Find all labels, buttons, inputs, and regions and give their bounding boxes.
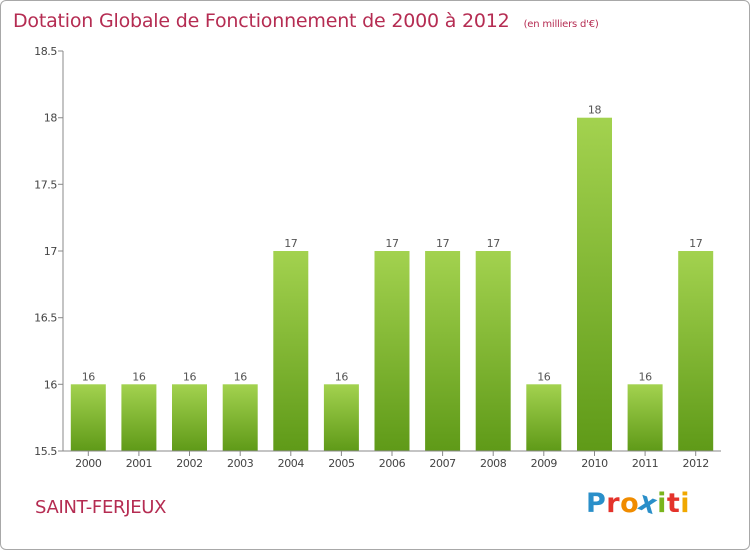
y-tick-label-15.5: 15.5 [34, 445, 57, 458]
logo-letter: o [620, 488, 640, 519]
y-tick-label-18: 18 [44, 112, 58, 125]
data-label-2005: 16 [335, 370, 349, 383]
chart-title: Dotation Globale de Fonctionnement de 20… [13, 10, 510, 32]
data-label-2007: 17 [436, 237, 450, 250]
bar-2012 [678, 251, 714, 451]
y-tick-label-18.5: 18.5 [34, 45, 57, 58]
logo-letter: r [606, 488, 621, 519]
x-tick-label-2005: 2005 [328, 457, 355, 470]
logo-letter: i [657, 488, 667, 519]
bar-2010 [577, 117, 612, 451]
logo-letter: i [680, 488, 691, 519]
x-tick-label-2008: 2008 [480, 457, 507, 470]
chart-title-block: Dotation Globale de Fonctionnement de 20… [13, 10, 599, 32]
x-tick-label-2004: 2004 [278, 457, 305, 470]
bars-layer [70, 117, 714, 451]
chart-subtitle: (en milliers d'€) [523, 19, 599, 30]
data-label-2011: 16 [638, 370, 652, 383]
commune-name: SAINT-FERJEUX [35, 497, 167, 518]
data-label-2012: 17 [689, 237, 703, 250]
logo-letter: t [666, 488, 681, 519]
bar-2009 [526, 384, 562, 451]
x-tick-label-2012: 2012 [682, 457, 708, 470]
x-tick-label-2001: 2001 [126, 457, 152, 470]
logo-letter: P [586, 488, 607, 519]
data-label-2003: 16 [234, 370, 248, 383]
data-label-2006: 17 [385, 237, 399, 250]
bar-2002 [172, 384, 207, 451]
data-label-2001: 16 [132, 370, 146, 383]
bar-2005 [323, 384, 359, 451]
y-tick-label-17.5: 17.5 [34, 178, 57, 191]
bar-2007 [425, 251, 461, 451]
data-label-2004: 17 [284, 237, 298, 250]
bar-2008 [475, 251, 511, 451]
x-tick-label-2006: 2006 [379, 457, 406, 470]
y-tick-label-16: 16 [44, 378, 58, 391]
axes-layer [58, 50, 721, 456]
data-label-2010: 18 [588, 104, 602, 117]
proxiti-logo: Proxiti [586, 486, 691, 521]
y-tick-label-16.5: 16.5 [34, 312, 57, 325]
data-label-2000: 16 [82, 370, 96, 383]
bar-2003 [222, 384, 258, 451]
x-tick-label-2010: 2010 [581, 457, 608, 470]
x-tick-label-2011: 2011 [632, 457, 658, 470]
bar-2001 [121, 384, 157, 451]
x-tick-label-2002: 2002 [176, 457, 202, 470]
bar-2000 [70, 384, 106, 451]
labels-layer: 16 2000 16 2001 16 2002 16 2003 17 2004 16 2005 17 20… [34, 45, 709, 470]
data-label-2002: 16 [183, 370, 197, 383]
data-label-2008: 17 [487, 237, 501, 250]
bar-2006 [374, 251, 410, 451]
bar-2011 [627, 384, 663, 451]
x-tick-label-2003: 2003 [227, 457, 254, 470]
x-tick-label-2007: 2007 [429, 457, 456, 470]
bar-2004 [273, 251, 309, 451]
data-label-2009: 16 [537, 370, 551, 383]
x-tick-label-2009: 2009 [531, 457, 558, 470]
y-tick-label-17: 17 [44, 245, 58, 258]
x-tick-label-2000: 2000 [75, 457, 102, 470]
